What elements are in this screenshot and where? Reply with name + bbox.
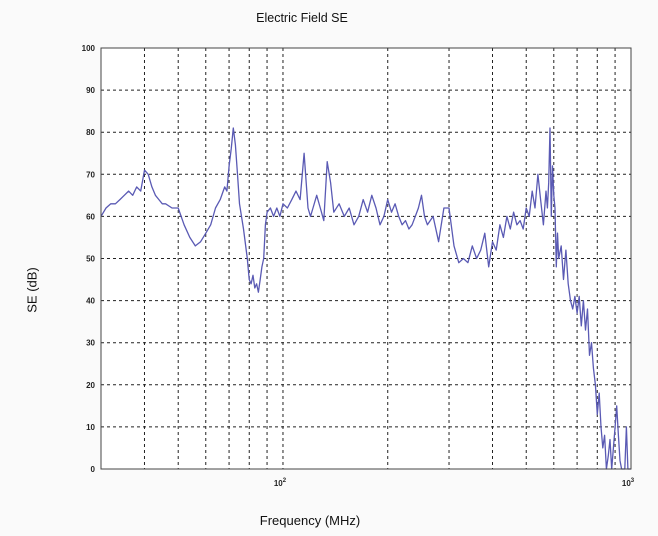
y-tick-label: 30 [86,339,95,348]
chart-title: Electric Field SE [256,11,348,25]
y-tick-label: 10 [86,423,95,432]
y-tick-label: 90 [86,86,95,95]
x-axis-label: Frequency (MHz) [259,513,361,528]
plot-frame [100,47,632,470]
y-tick-label: 70 [86,170,95,179]
y-tick-label: 80 [86,128,95,137]
y-tick-label: 0 [91,465,96,474]
y-tick-label: 40 [86,297,95,306]
x-tick-label: 103 [622,478,635,488]
y-axis-label: SE (dB) [24,267,40,313]
y-tick-label: 50 [86,255,95,264]
grid-lines [101,48,631,469]
y-tick-label: 20 [86,381,95,390]
series-line [100,127,631,470]
x-tick-label: 102 [274,478,287,488]
y-tick-label: 100 [82,44,96,53]
tick-labels: 0 10 20 30 40 50 60 70 80 90 100 102 103 [82,44,635,488]
data-series [100,127,631,470]
y-tick-label: 60 [86,212,95,221]
